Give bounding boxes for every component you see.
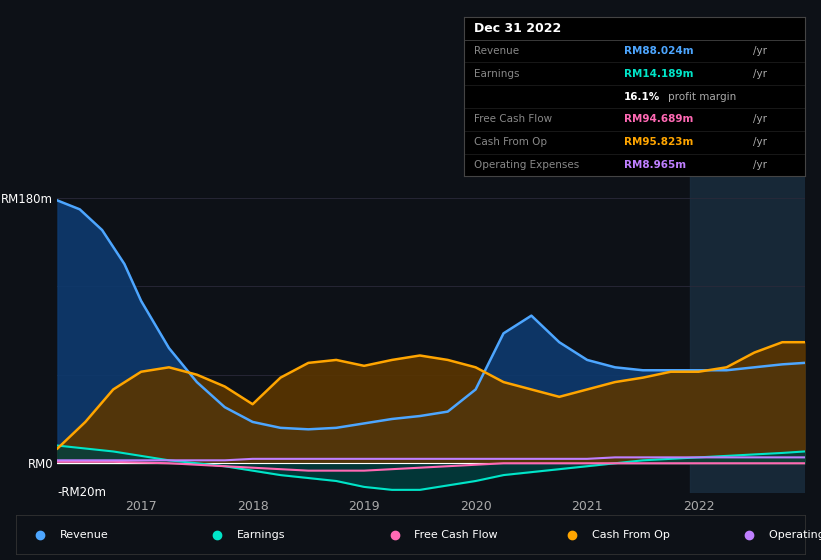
Text: RM94.689m: RM94.689m — [624, 114, 694, 124]
Text: Dec 31 2022: Dec 31 2022 — [474, 22, 562, 35]
Text: Revenue: Revenue — [474, 46, 519, 56]
Text: profit margin: profit margin — [668, 92, 736, 101]
Text: 16.1%: 16.1% — [624, 92, 660, 101]
Text: Cash From Op: Cash From Op — [592, 530, 670, 540]
Text: Operating Expenses: Operating Expenses — [769, 530, 821, 540]
Text: RM14.189m: RM14.189m — [624, 69, 694, 79]
Text: /yr: /yr — [754, 69, 768, 79]
Bar — [690, 168, 805, 493]
Text: Cash From Op: Cash From Op — [474, 137, 547, 147]
Text: Operating Expenses: Operating Expenses — [474, 160, 580, 170]
Text: /yr: /yr — [754, 137, 768, 147]
Text: Earnings: Earnings — [474, 69, 520, 79]
Text: RM95.823m: RM95.823m — [624, 137, 694, 147]
Text: RM88.024m: RM88.024m — [624, 46, 694, 56]
Text: -RM20m: -RM20m — [57, 486, 107, 500]
Text: Free Cash Flow: Free Cash Flow — [474, 114, 553, 124]
Text: /yr: /yr — [754, 160, 768, 170]
Text: /yr: /yr — [754, 114, 768, 124]
Text: Earnings: Earnings — [237, 530, 286, 540]
Text: Revenue: Revenue — [60, 530, 108, 540]
Text: Free Cash Flow: Free Cash Flow — [415, 530, 498, 540]
Text: RM8.965m: RM8.965m — [624, 160, 686, 170]
Text: /yr: /yr — [754, 46, 768, 56]
